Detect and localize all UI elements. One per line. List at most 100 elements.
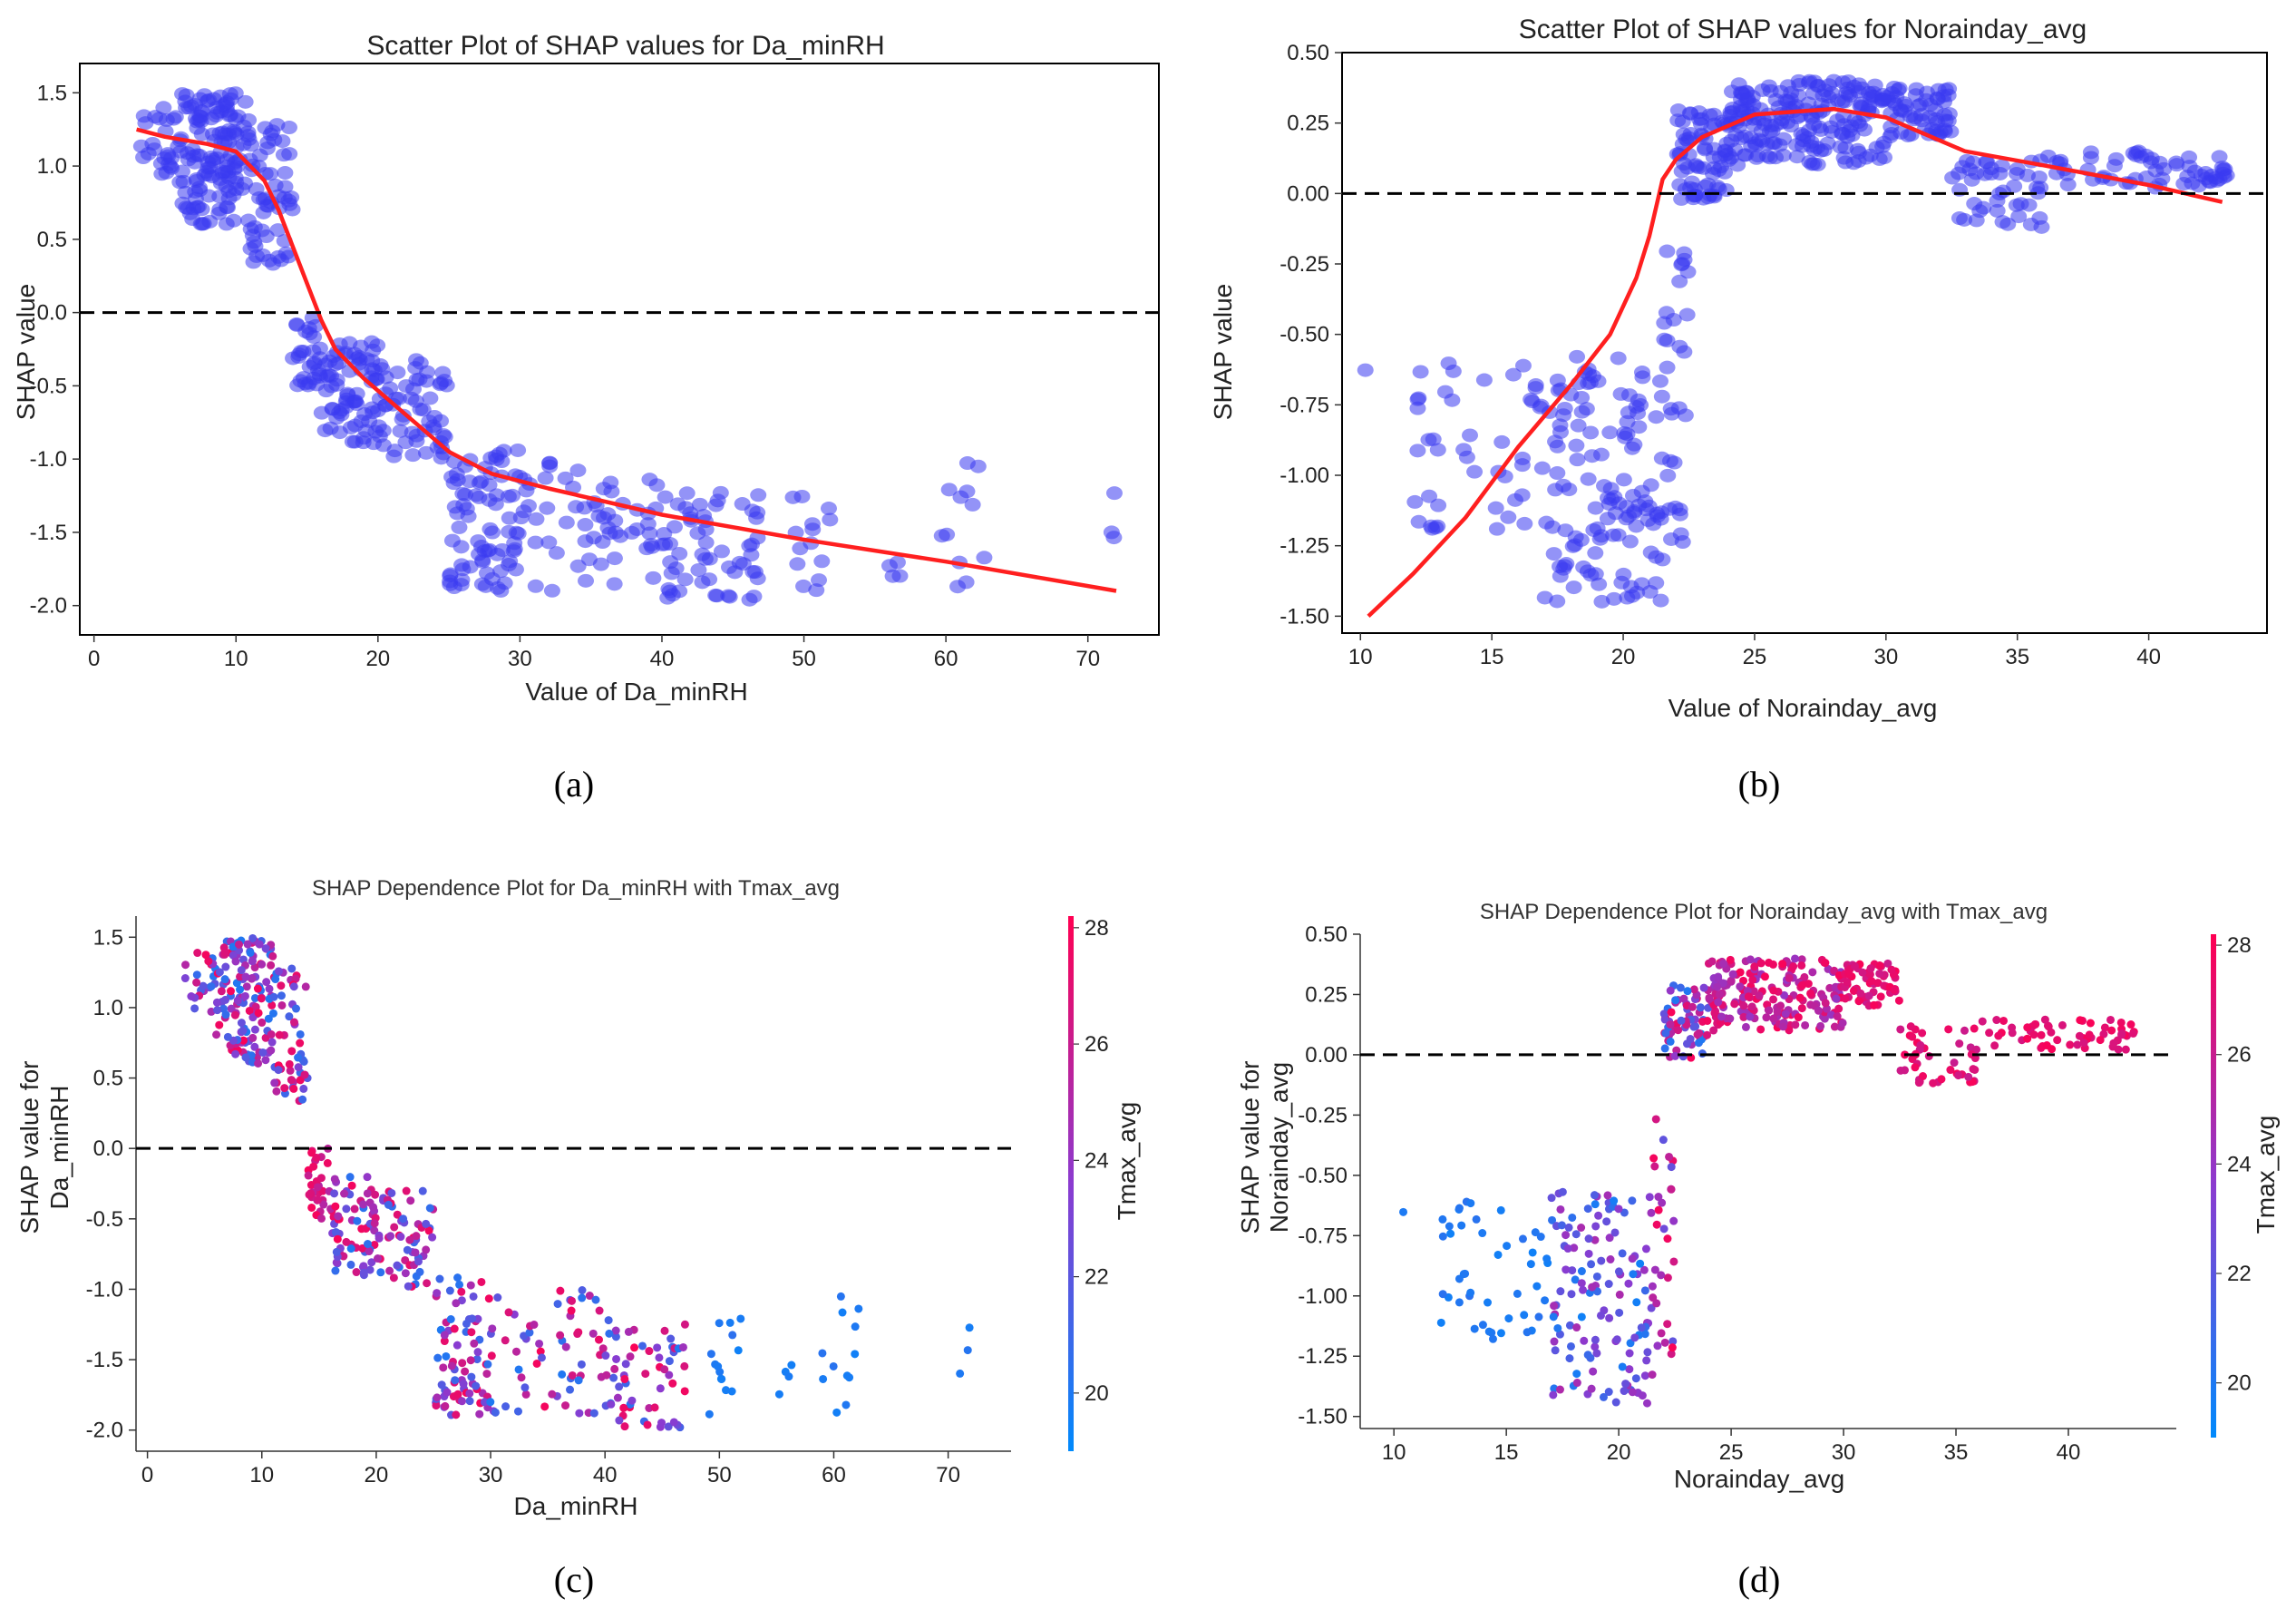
scatter-point (1605, 591, 1622, 606)
scatter-point (1871, 151, 1888, 166)
scatter-point (1628, 519, 1645, 533)
scatter-point (1399, 1207, 1408, 1216)
scatter-point (665, 1357, 674, 1366)
scatter-point (1523, 1328, 1532, 1337)
scatter-point (262, 978, 271, 987)
scatter-point (1617, 430, 1634, 444)
scatter-point (451, 520, 468, 534)
scatter-point (1906, 1022, 1915, 1031)
scatter-point (274, 967, 283, 976)
scatter-point (577, 573, 594, 588)
scatter-point (459, 1380, 468, 1389)
scatter-point (1663, 1320, 1672, 1329)
y-tick-label: -0.5 (86, 1207, 123, 1232)
scatter-point (1833, 1012, 1842, 1021)
scatter-point (1591, 1235, 1600, 1244)
scatter-point (1707, 957, 1717, 966)
scatter-point (1679, 161, 1697, 175)
scatter-point (536, 1347, 545, 1356)
scatter-point (1679, 265, 1697, 279)
scatter-point (722, 1386, 731, 1395)
scatter-point (280, 1084, 289, 1093)
scatter-point (1536, 1233, 1545, 1242)
scatter-point (1890, 986, 1899, 995)
scatter-point (969, 459, 987, 473)
scatter-point (1885, 80, 1902, 94)
scatter-point (192, 970, 201, 980)
scatter-point (1826, 1010, 1835, 1019)
scatter-point (1666, 1037, 1675, 1046)
scatter-point (1944, 171, 1961, 185)
scatter-point (1924, 1051, 1933, 1060)
scatter-point (384, 1200, 393, 1209)
scatter-point (153, 167, 170, 181)
scatter-point (2116, 1018, 2126, 1027)
scatter-point (680, 1320, 689, 1329)
scatter-point (460, 509, 477, 523)
panel-c: SHAP Dependence Plot for Da_minRH with T… (15, 876, 1141, 1600)
scatter-point (369, 1203, 378, 1212)
scatter-point (401, 1269, 410, 1278)
scatter-point (1754, 133, 1771, 148)
scatter-point (248, 933, 258, 942)
scatter-point (280, 249, 297, 264)
scatter-point (628, 1396, 637, 1405)
scatter-point (1667, 1185, 1676, 1194)
scatter-point (1645, 1193, 1654, 1202)
scatter-point (1775, 148, 1792, 162)
scatter-point (541, 459, 559, 473)
scatter-point (389, 1273, 398, 1283)
scatter-point (694, 575, 711, 590)
scatter-point (221, 1010, 230, 1019)
scatter-point (387, 1188, 396, 1197)
scatter-point (1873, 979, 1883, 988)
scatter-point (1866, 964, 1875, 973)
scatter-point (707, 588, 725, 602)
scatter-point (680, 1361, 689, 1370)
scatter-point (540, 1402, 550, 1411)
scatter-point (1676, 983, 1685, 992)
scatter-point (558, 515, 575, 530)
scatter-point (602, 1370, 611, 1380)
scatter-point (669, 497, 686, 512)
scatter-point (229, 951, 238, 960)
scatter-point (235, 946, 244, 955)
scatter-point (274, 1066, 283, 1075)
scatter-point (447, 1361, 456, 1370)
colorbar-tick-label: 20 (2227, 1371, 2252, 1396)
scatter-point (1960, 1026, 1969, 1035)
scatter-point (1765, 958, 1774, 967)
chart-b-axes: 10 15 20 25 30 35 40 -1.50 -1.25 -1.00 -0.75 -0.50 -… (1279, 41, 2268, 669)
scatter-point (577, 1360, 586, 1369)
scatter-point (194, 217, 211, 231)
scatter-point (1770, 100, 1787, 114)
scatter-point (1697, 142, 1714, 157)
scatter-point (1556, 1204, 1565, 1214)
scatter-point (393, 1261, 402, 1270)
scatter-point (299, 1057, 308, 1066)
scatter-point (511, 1347, 520, 1356)
scatter-point (1795, 993, 1805, 1002)
scatter-point (1610, 351, 1627, 366)
scatter-point (1967, 1049, 1976, 1058)
scatter-point (1683, 175, 1700, 190)
scatter-point (1503, 1242, 1512, 1251)
scatter-point (1583, 1204, 1592, 1214)
scatter-point (1814, 88, 1832, 102)
scatter-point (287, 1076, 296, 1085)
scatter-point (188, 172, 205, 187)
scatter-point (749, 571, 766, 586)
scatter-point (300, 1070, 309, 1079)
scatter-point (1572, 1323, 1581, 1332)
scatter-point (346, 1260, 355, 1269)
scatter-point (813, 554, 831, 569)
scatter-point (2107, 151, 2125, 166)
scatter-point (510, 443, 527, 457)
scatter-point (236, 972, 245, 981)
scatter-point (240, 112, 258, 127)
scatter-point (441, 1401, 450, 1410)
scatter-point (1438, 1232, 1447, 1241)
scatter-point (1470, 1324, 1479, 1333)
scatter-point (1849, 986, 1858, 995)
scatter-point (591, 1295, 600, 1304)
